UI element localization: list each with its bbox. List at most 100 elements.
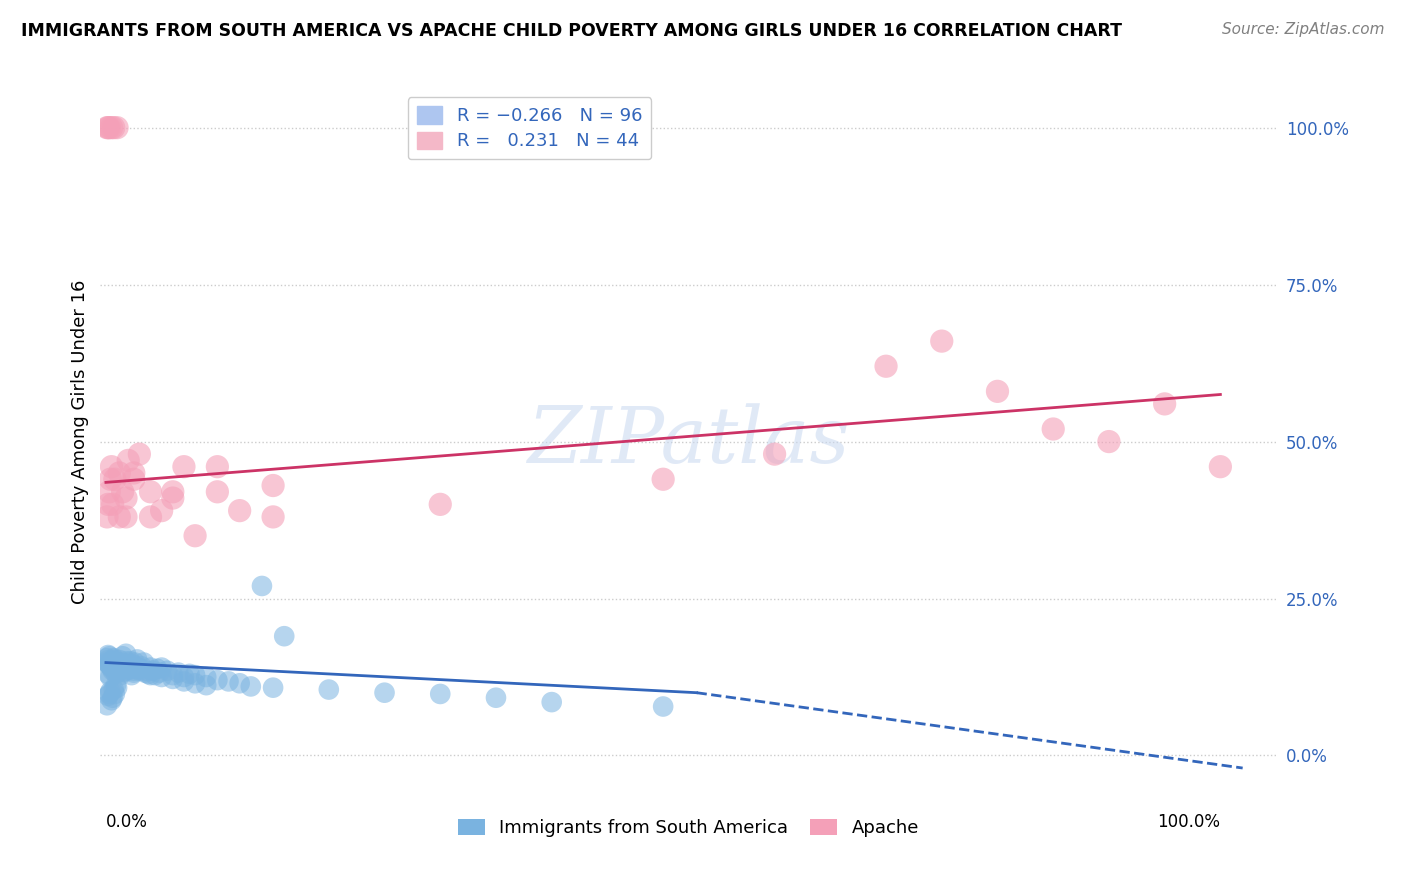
Point: [162, 668, 184, 682]
Point: [115, 491, 138, 505]
Point: [98, 120, 121, 135]
Point: [162, 491, 184, 505]
Point: [112, 665, 135, 679]
Text: ZIPatlas: ZIPatlas: [527, 403, 849, 480]
Point: [96, 120, 118, 135]
Point: [105, 659, 128, 673]
Point: [121, 668, 143, 682]
Point: [108, 653, 131, 667]
Point: [101, 690, 124, 705]
Point: [111, 657, 134, 672]
Point: [931, 334, 953, 348]
Point: [986, 384, 1008, 399]
Point: [218, 674, 240, 689]
Point: [105, 120, 128, 135]
Point: [100, 459, 122, 474]
Point: [115, 647, 138, 661]
Point: [195, 678, 218, 692]
Point: [111, 649, 134, 664]
Point: [156, 664, 179, 678]
Point: [104, 660, 127, 674]
Point: [103, 653, 125, 667]
Point: [122, 664, 145, 678]
Point: [184, 529, 207, 543]
Point: [96, 651, 118, 665]
Text: IMMIGRANTS FROM SOUTH AMERICA VS APACHE CHILD POVERTY AMONG GIRLS UNDER 16 CORRE: IMMIGRANTS FROM SOUTH AMERICA VS APACHE …: [21, 22, 1122, 40]
Point: [429, 687, 451, 701]
Point: [120, 654, 142, 668]
Point: [105, 681, 128, 695]
Point: [124, 656, 146, 670]
Point: [139, 660, 162, 674]
Point: [162, 672, 184, 686]
Point: [98, 649, 121, 664]
Point: [104, 666, 127, 681]
Point: [250, 579, 273, 593]
Point: [104, 472, 127, 486]
Point: [173, 459, 195, 474]
Point: [146, 662, 169, 676]
Point: [110, 659, 132, 673]
Point: [139, 484, 162, 499]
Point: [111, 484, 134, 499]
Point: [100, 472, 122, 486]
Point: [228, 503, 250, 517]
Point: [100, 120, 122, 135]
Point: [97, 666, 120, 681]
Point: [117, 453, 139, 467]
Point: [273, 629, 295, 643]
Point: [103, 120, 125, 135]
Point: [167, 665, 190, 680]
Point: [107, 662, 129, 676]
Point: [1209, 459, 1232, 474]
Point: [100, 670, 122, 684]
Point: [115, 654, 138, 668]
Point: [110, 668, 132, 682]
Point: [485, 690, 508, 705]
Point: [262, 509, 284, 524]
Point: [117, 660, 139, 674]
Point: [207, 484, 229, 499]
Point: [540, 695, 562, 709]
Point: [97, 689, 120, 703]
Point: [162, 484, 184, 499]
Point: [239, 680, 262, 694]
Point: [96, 509, 118, 524]
Point: [115, 509, 138, 524]
Point: [96, 698, 118, 713]
Point: [318, 682, 340, 697]
Point: [103, 682, 125, 697]
Point: [148, 665, 170, 680]
Point: [1098, 434, 1121, 449]
Point: [207, 459, 229, 474]
Point: [228, 676, 250, 690]
Point: [136, 666, 159, 681]
Point: [173, 674, 195, 689]
Text: Source: ZipAtlas.com: Source: ZipAtlas.com: [1222, 22, 1385, 37]
Point: [1042, 422, 1064, 436]
Point: [103, 651, 125, 665]
Point: [150, 660, 173, 674]
Point: [127, 652, 149, 666]
Point: [101, 497, 124, 511]
Point: [98, 484, 121, 499]
Point: [1153, 397, 1175, 411]
Point: [104, 662, 127, 676]
Point: [132, 656, 155, 670]
Point: [652, 699, 675, 714]
Point: [97, 120, 120, 135]
Point: [100, 684, 122, 698]
Point: [262, 681, 284, 695]
Legend: Immigrants from South America, Apache: Immigrants from South America, Apache: [450, 812, 927, 844]
Point: [115, 664, 138, 678]
Point: [100, 693, 122, 707]
Point: [763, 447, 786, 461]
Point: [184, 676, 207, 690]
Text: 100.0%: 100.0%: [1157, 814, 1220, 831]
Point: [139, 668, 162, 682]
Point: [207, 673, 229, 687]
Point: [101, 662, 124, 676]
Point: [100, 656, 122, 670]
Point: [118, 662, 141, 676]
Point: [97, 653, 120, 667]
